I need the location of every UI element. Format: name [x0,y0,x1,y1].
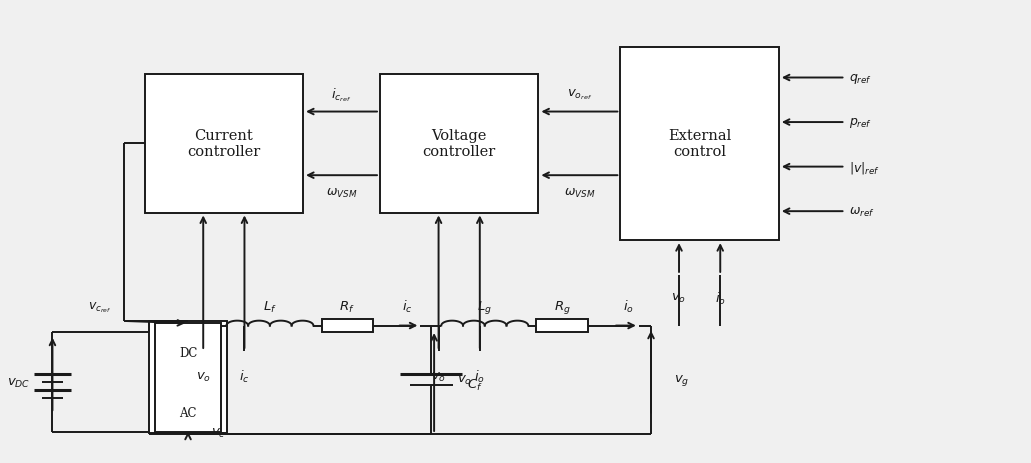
FancyBboxPatch shape [621,47,779,241]
Text: $\omega_{VSM}$: $\omega_{VSM}$ [564,187,595,200]
Text: External
control: External control [668,129,731,159]
Bar [536,319,588,333]
Text: $|v|_{ref}$: $|v|_{ref}$ [849,159,879,175]
FancyBboxPatch shape [379,75,538,213]
Bar [322,319,373,333]
Text: $i_c$: $i_c$ [402,299,412,314]
Text: $v_o$: $v_o$ [431,370,446,383]
Text: $v_g$: $v_g$ [673,372,689,388]
Text: $q_{ref}$: $q_{ref}$ [849,71,871,85]
FancyBboxPatch shape [148,322,228,433]
Text: DC: DC [178,346,197,359]
Text: $v_{DC}$: $v_{DC}$ [6,375,30,389]
Text: Current
controller: Current controller [188,129,261,159]
Text: $p_{ref}$: $p_{ref}$ [849,116,871,130]
FancyBboxPatch shape [155,324,222,432]
Text: $v_c$: $v_c$ [210,426,226,439]
Text: $R_g$: $R_g$ [554,298,570,315]
Text: $L_g$: $L_g$ [477,298,492,315]
Text: $\omega_{ref}$: $\omega_{ref}$ [849,205,874,218]
Text: $v_{c_{ref}}$: $v_{c_{ref}}$ [89,300,111,315]
Text: $v_o$: $v_o$ [671,292,687,305]
Text: $i_o$: $i_o$ [714,290,726,306]
Text: $C_f$: $C_f$ [467,377,483,392]
Text: $i_o$: $i_o$ [474,369,486,384]
Text: $L_f$: $L_f$ [263,299,276,314]
Text: $v_{o_{ref}}$: $v_{o_{ref}}$ [567,88,592,102]
Text: $i_{c_{ref}}$: $i_{c_{ref}}$ [331,86,352,104]
Text: $\omega_{VSM}$: $\omega_{VSM}$ [326,187,357,200]
Text: Voltage
controller: Voltage controller [423,129,496,159]
Text: $R_f$: $R_f$ [339,299,355,314]
Text: $v_o$: $v_o$ [457,373,472,387]
Text: $v_o$: $v_o$ [196,370,210,383]
Text: $i_o$: $i_o$ [623,299,634,314]
Text: $i_c$: $i_c$ [239,369,250,384]
Text: AC: AC [179,406,197,419]
FancyBboxPatch shape [144,75,303,213]
